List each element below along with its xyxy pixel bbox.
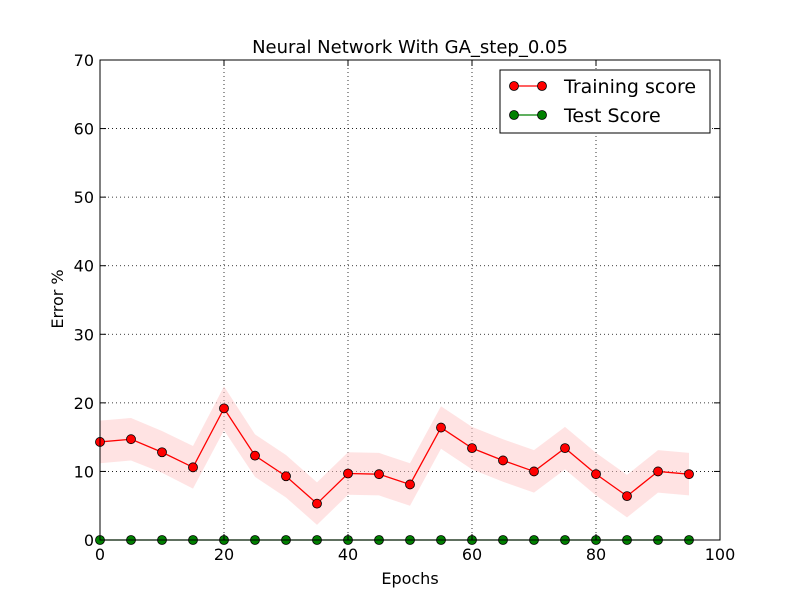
x-tick-label: 60 <box>462 545 482 564</box>
training-score-point <box>250 450 260 461</box>
x-tick-label: 40 <box>338 545 358 564</box>
training-score-point <box>157 447 167 458</box>
training-score-point <box>312 498 322 509</box>
training-score-point <box>498 455 508 466</box>
training-score-point <box>684 469 694 480</box>
tick-labels: 0 20 40 60 80 100 0 10 20 30 40 50 60 70 <box>74 51 736 564</box>
y-tick-label: 60 <box>74 120 94 139</box>
training-score-point <box>343 468 353 479</box>
legend-marker-training-score <box>509 81 519 91</box>
y-tick-label: 0 <box>84 531 94 550</box>
plot-frame <box>99 59 721 541</box>
x-tick-label: 80 <box>586 545 606 564</box>
y-tick-label: 40 <box>74 257 94 276</box>
y-tick-label: 30 <box>74 325 94 344</box>
training-score-point <box>405 479 415 490</box>
y-tick-label: 10 <box>74 462 94 481</box>
training-score-point <box>622 491 632 502</box>
axes-frame <box>99 59 721 541</box>
training-score-band <box>100 386 689 525</box>
training-score-point <box>436 422 446 433</box>
training-score-point <box>188 462 198 473</box>
legend-box <box>499 69 711 134</box>
chart-title: Neural Network With GA_step_0.05 <box>252 37 568 58</box>
legend-marker-test-score <box>509 110 519 120</box>
training-score-point <box>126 434 136 445</box>
y-tick-label: 50 <box>74 188 94 207</box>
x-tick-label: 0 <box>95 545 105 564</box>
y-axis-label: Error % <box>48 269 67 328</box>
x-tick-label: 100 <box>705 545 736 564</box>
training-score-point <box>219 403 229 414</box>
training-score-point <box>374 469 384 480</box>
confidence-bands <box>100 386 689 525</box>
x-tick-label: 20 <box>214 545 234 564</box>
training-score-point <box>560 443 570 454</box>
y-tick-label: 70 <box>74 51 94 70</box>
legend-label-training-score: Training score <box>563 76 696 98</box>
training-score-point <box>653 466 663 477</box>
x-axis-label: Epochs <box>381 569 438 588</box>
training-score-point <box>467 443 477 454</box>
legend-label-test-score: Test Score <box>563 105 661 127</box>
legend-marker-test-score <box>537 110 547 120</box>
training-score-point <box>529 466 539 477</box>
legend-marker-training-score <box>537 81 547 91</box>
training-score-point <box>591 469 601 480</box>
legend: Training score Test Score <box>499 69 711 134</box>
y-tick-label: 20 <box>74 394 94 413</box>
training-score-line <box>99 407 690 505</box>
training-score-point <box>281 471 291 482</box>
